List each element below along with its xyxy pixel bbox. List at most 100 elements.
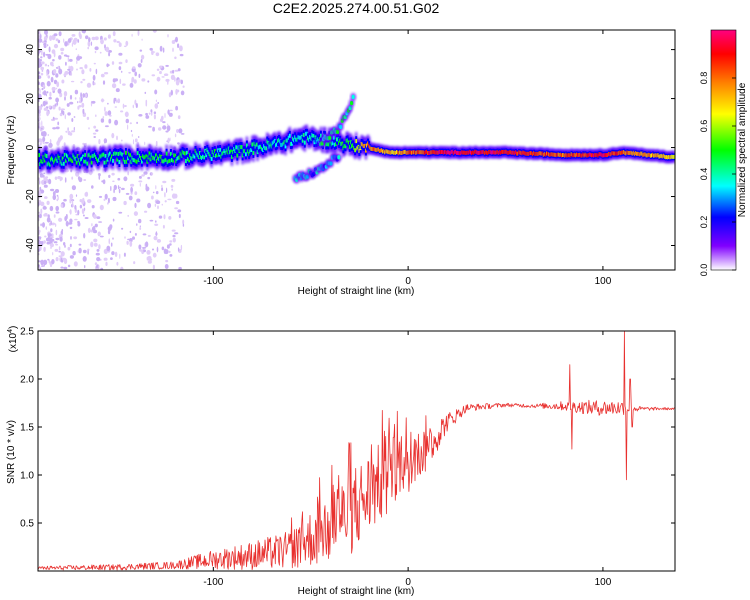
noise-speckle <box>56 194 59 197</box>
colorbar-tick-label: 0.2 <box>699 216 709 229</box>
ridge-core-cell <box>406 150 409 155</box>
ridge-core-cell <box>198 151 201 155</box>
ridge-core-cell <box>594 152 596 157</box>
noise-speckle <box>67 130 71 136</box>
noise-speckle <box>57 39 61 44</box>
noise-speckle <box>164 264 169 269</box>
ridge-core-cell <box>361 142 364 147</box>
noise-speckle <box>100 73 105 78</box>
ridge-core-cell <box>642 153 645 158</box>
noise-speckle <box>46 178 49 183</box>
noise-speckle <box>141 174 145 177</box>
colorbar-tick-label: 0.8 <box>699 72 709 85</box>
ridge-core-cell <box>295 137 298 142</box>
noise-speckle <box>167 109 170 115</box>
noise-speckle <box>136 198 141 203</box>
noise-speckle <box>98 244 101 250</box>
noise-speckle <box>160 118 163 122</box>
noise-speckle <box>43 172 46 175</box>
ridge-core-cell <box>419 150 422 155</box>
ridge-core-cell <box>65 158 67 163</box>
noise-speckle <box>126 240 129 245</box>
noise-speckle <box>69 243 72 248</box>
ridge-core-cell <box>157 155 159 160</box>
ridge-core-cell <box>287 135 290 140</box>
noise-speckle <box>175 80 180 86</box>
noise-speckle <box>128 71 132 74</box>
ridge-core-cell <box>417 149 420 154</box>
ridge-core-cell <box>407 150 410 155</box>
noise-speckle <box>53 79 58 85</box>
ridge-core-cell <box>90 160 93 165</box>
noise-speckle <box>88 127 90 130</box>
noise-speckle <box>64 244 66 248</box>
noise-speckle <box>94 36 99 41</box>
noise-speckle <box>123 252 126 257</box>
ridge-core-cell <box>252 151 255 155</box>
ridge-core-cell <box>577 153 579 158</box>
colorbar-tick-label: 0.0 <box>699 264 709 277</box>
noise-speckle <box>60 51 64 55</box>
noise-speckle <box>63 38 65 43</box>
noise-speckle <box>125 118 129 124</box>
noise-speckle <box>96 216 101 220</box>
noise-speckle <box>175 200 180 205</box>
noise-speckle <box>63 54 68 57</box>
spectrogram-y-ticks: -40 -20 0 20 40 <box>25 44 675 253</box>
noise-speckle <box>91 226 96 231</box>
ridge-core-cell <box>40 159 43 164</box>
noise-speckle <box>38 63 41 68</box>
ridge-core-cell <box>494 150 497 155</box>
noise-speckle <box>146 256 149 261</box>
ridge-core-cell <box>554 152 557 157</box>
noise-speckle <box>39 245 42 251</box>
branch-core-blob <box>328 135 332 140</box>
noise-speckle <box>47 151 51 155</box>
noise-speckle <box>105 261 108 266</box>
noise-speckle <box>45 226 47 230</box>
noise-speckle <box>55 73 59 78</box>
spectrogram-x-ticks: -100 0 100 <box>203 30 612 287</box>
noise-speckle <box>44 63 48 67</box>
ridge-core-cell <box>394 150 397 155</box>
noise-speckle <box>132 66 136 69</box>
ridge-core-cell <box>254 144 257 149</box>
noise-speckle <box>39 180 41 185</box>
ridge-core-cell <box>471 151 473 156</box>
noise-speckle <box>118 61 123 65</box>
ridge-core-cell <box>47 161 50 166</box>
ridge-core-cell <box>279 139 281 144</box>
ridge-core-cell <box>194 148 197 153</box>
ridge-core-cell <box>149 157 152 162</box>
ridge-core-cell <box>247 149 249 154</box>
noise-speckle <box>82 78 86 81</box>
ridge-core-cell <box>657 153 660 158</box>
ridge-core-cell <box>422 150 425 155</box>
noise-speckle <box>78 243 82 246</box>
ridge-core-cell <box>262 147 264 152</box>
ridge-core-cell <box>452 151 455 156</box>
noise-speckle <box>170 74 175 81</box>
noise-speckle <box>111 251 115 256</box>
ridge-core-cell <box>355 139 358 144</box>
ridge-core-cell <box>152 155 155 160</box>
ridge-core-cell <box>112 158 114 163</box>
noise-speckle <box>86 116 90 120</box>
ridge-core-cell <box>187 157 189 161</box>
ridge-core-cell <box>255 142 258 147</box>
noise-speckle <box>144 210 148 213</box>
branch-core-blob <box>336 129 340 134</box>
noise-speckle <box>115 88 120 93</box>
noise-speckle <box>79 199 83 203</box>
noise-speckle <box>134 71 137 77</box>
noise-speckle <box>111 83 117 89</box>
ridge-core-cell <box>234 148 236 153</box>
noise-speckle <box>42 142 45 144</box>
noise-speckle <box>63 91 68 97</box>
noise-speckle <box>134 233 137 236</box>
ridge-core-cell <box>519 150 521 155</box>
noise-speckle <box>39 267 42 270</box>
noise-speckle <box>102 179 106 185</box>
ridge-core-cell <box>508 150 511 155</box>
ridge-core-cell <box>250 148 253 152</box>
